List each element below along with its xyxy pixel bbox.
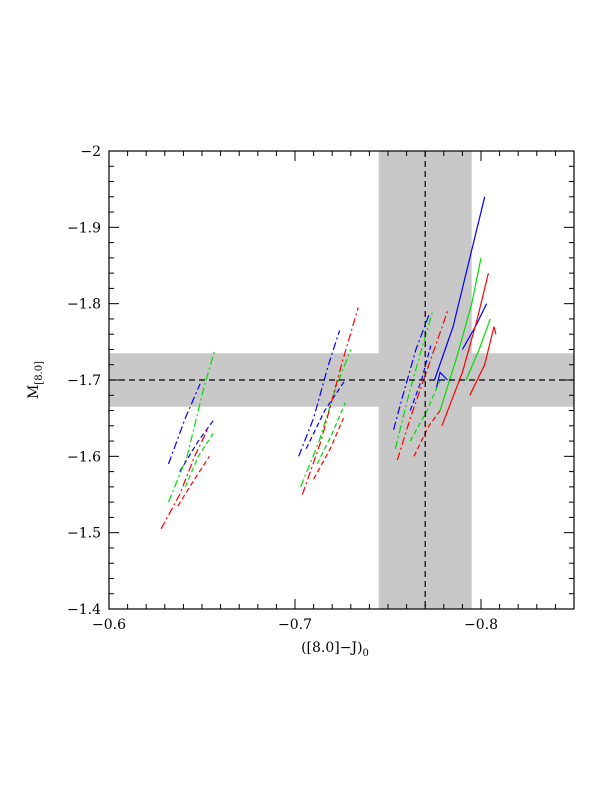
series-group — [160, 196, 497, 530]
series-line-red-dashdot — [160, 429, 209, 530]
y-tick-label: −1.6 — [67, 449, 101, 465]
y-tick-label: −1.7 — [67, 373, 101, 389]
series-line-blue-dashdot — [298, 330, 341, 457]
series-line-red-dashdot — [396, 311, 449, 461]
x-tick-label: −0.8 — [464, 617, 498, 633]
series-line-red-dashed — [413, 410, 441, 457]
y-tick-label: −1.9 — [67, 220, 101, 236]
x-tick-label: −0.6 — [92, 617, 126, 633]
x-axis-label: ([8.0]−J)0 — [301, 640, 369, 659]
series-line-red-dashed — [177, 455, 210, 507]
series-line-red-dashed — [313, 417, 344, 480]
y-tick-label: −1.4 — [67, 602, 101, 618]
series-line-green-dashed — [316, 402, 346, 465]
series-line-green-solid — [465, 318, 491, 381]
series-line-red-dashdot — [301, 307, 359, 495]
series-line-blue-solid — [435, 371, 448, 388]
y-tick-label: −2 — [80, 144, 101, 160]
series-line-green-dashed — [409, 379, 441, 442]
series-line-blue-solid — [433, 196, 486, 381]
reference-lines — [109, 151, 574, 609]
x-tick-label: −0.7 — [278, 617, 312, 633]
tick-labels: −0.6 −0.7 −0.8 −1.4 −1.5 −1.6 −1.7 −1.8 −1.9 −2 — [67, 144, 498, 633]
series-line-red-solid — [469, 326, 497, 396]
y-tick-label: −1.8 — [67, 297, 101, 313]
series-line-blue-dashed — [179, 417, 216, 472]
series-line-blue-dashdot — [167, 383, 201, 465]
series-line-red-solid — [441, 272, 489, 427]
series-line-blue-dashdot — [393, 314, 430, 430]
series-line-green-dashed — [184, 433, 214, 488]
series-line-blue-dashed — [305, 379, 346, 449]
y-axis-label-sub: [8.0] — [34, 361, 45, 385]
y-axis-label-main: M — [26, 385, 42, 399]
series-line-green-dashdot — [394, 311, 434, 449]
series-line-green-dashdot — [167, 349, 216, 503]
y-tick-label: −1.5 — [67, 526, 101, 542]
x-axis-label-main: ([8.0]−J) — [301, 640, 362, 656]
x-axis-label-sub: 0 — [363, 648, 369, 659]
axis-ticks — [108, 150, 575, 610]
y-axis-label: M[8.0] — [26, 361, 45, 399]
series-line-green-solid — [439, 257, 482, 411]
